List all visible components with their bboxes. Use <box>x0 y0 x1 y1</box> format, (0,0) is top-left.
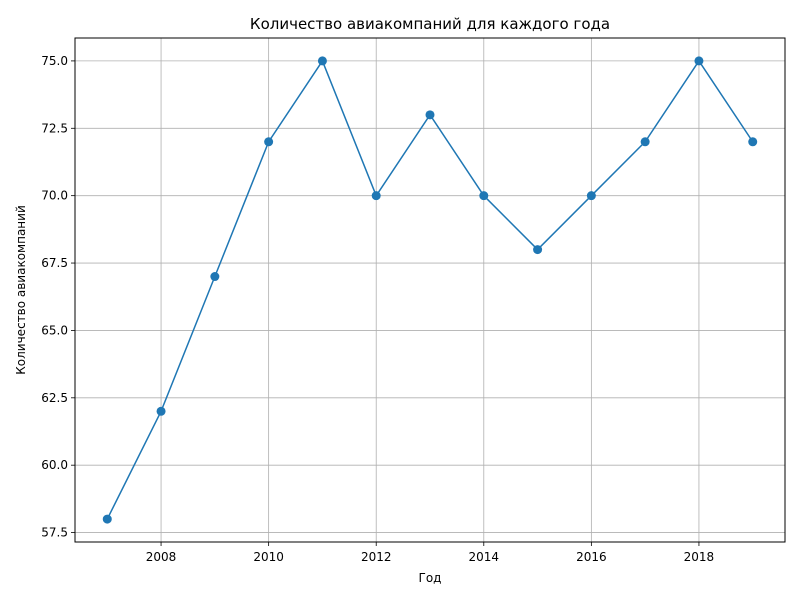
y-tick-label: 70.0 <box>41 189 68 203</box>
data-point <box>586 191 596 201</box>
x-tick-label: 2016 <box>576 550 607 564</box>
plot-frame <box>74 37 786 543</box>
grid-lines <box>75 38 785 542</box>
data-point <box>748 137 758 147</box>
data-point <box>102 514 112 524</box>
y-tick-label: 75.0 <box>41 54 68 68</box>
y-tick-label: 62.5 <box>41 391 68 405</box>
data-point <box>640 137 650 147</box>
x-tick-label: 2014 <box>469 550 500 564</box>
data-point <box>156 406 166 416</box>
data-point <box>210 272 220 282</box>
x-tick-label: 2012 <box>361 550 392 564</box>
x-tick-label: 2018 <box>684 550 715 564</box>
y-tick-label: 67.5 <box>41 256 68 270</box>
data-point <box>425 110 435 120</box>
y-tick-label: 57.5 <box>41 526 68 540</box>
x-tick-label: 2008 <box>146 550 177 564</box>
y-axis-title: Количество авиакомпаний <box>14 205 28 374</box>
series-line <box>106 60 754 520</box>
series-layer <box>102 56 758 524</box>
y-tick-label: 60.0 <box>41 458 68 472</box>
chart-title: Количество авиакомпаний для каждого года <box>250 15 610 33</box>
data-point <box>371 191 381 201</box>
x-axis-title: Год <box>419 571 442 585</box>
data-point <box>533 245 543 255</box>
x-tick-label: 2010 <box>253 550 284 564</box>
axis-ticks: 2008 2010 2012 2014 2016 2018 57.5 60.0 62.5 65.0… <box>41 54 714 564</box>
y-tick-label: 65.0 <box>41 323 68 337</box>
data-point <box>264 137 274 147</box>
y-tick-label: 72.5 <box>41 121 68 135</box>
data-point <box>479 191 489 201</box>
data-point <box>694 56 704 66</box>
data-point <box>317 56 327 66</box>
